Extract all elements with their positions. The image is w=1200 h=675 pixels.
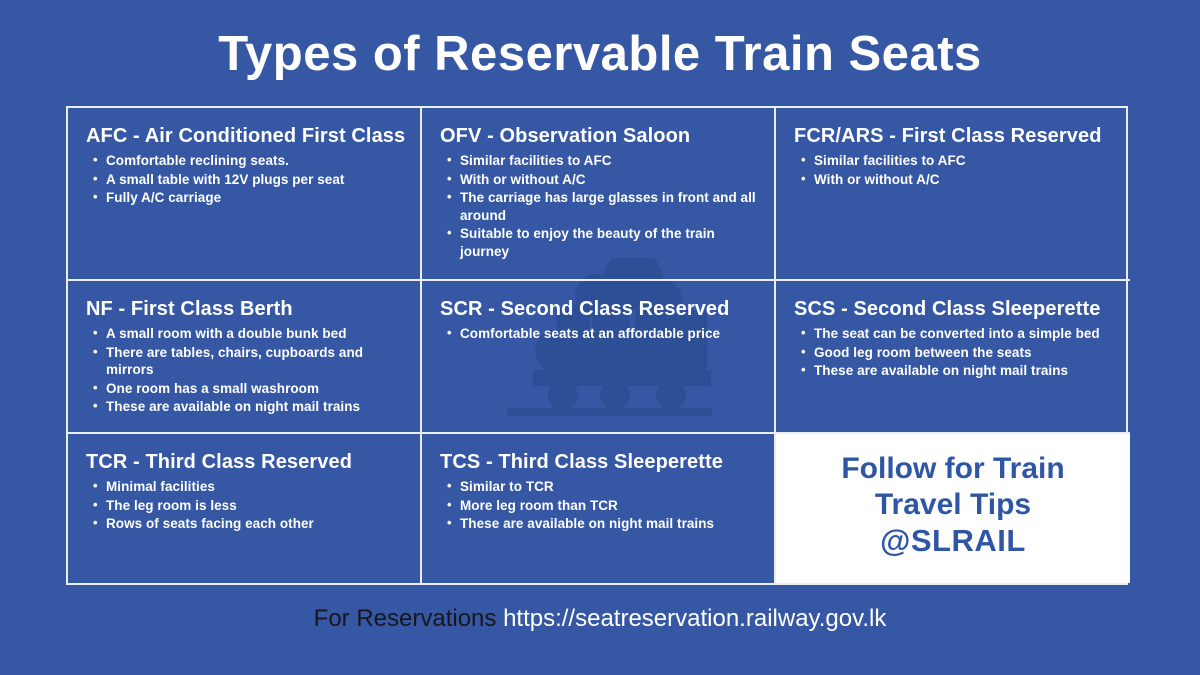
- list-item: Similar facilities to AFC: [440, 151, 760, 170]
- list-item: One room has a small washroom: [86, 379, 406, 398]
- list-item: With or without A/C: [794, 170, 1116, 189]
- seat-card-tcr[interactable]: TCR - Third Class Reserved Minimal facil…: [68, 434, 422, 583]
- seat-types-grid: AFC - Air Conditioned First Class Comfor…: [66, 106, 1130, 585]
- seat-card-scs[interactable]: SCS - Second Class Sleeperette The seat …: [776, 281, 1130, 434]
- list-item: There are tables, chairs, cupboards and …: [86, 343, 406, 379]
- seat-card-title: AFC - Air Conditioned First Class: [86, 125, 406, 147]
- seat-card-fcr-ars[interactable]: FCR/ARS - First Class Reserved Similar f…: [776, 108, 1130, 281]
- list-item: A small room with a double bunk bed: [86, 324, 406, 343]
- seat-card-ofv[interactable]: OFV - Observation Saloon Similar facilit…: [422, 108, 776, 281]
- cta-line-2: Travel Tips: [874, 487, 1032, 521]
- seat-card-afc[interactable]: AFC - Air Conditioned First Class Comfor…: [68, 108, 422, 281]
- list-item: The seat can be converted into a simple …: [794, 324, 1116, 343]
- seat-card-title: TCR - Third Class Reserved: [86, 451, 353, 473]
- reservation-url-link[interactable]: https://seatreservation.railway.gov.lk: [503, 605, 887, 632]
- seat-card-feature-list: The seat can be converted into a simple …: [794, 324, 1116, 380]
- seat-card-feature-list: Comfortable reclining seats. A small tab…: [86, 151, 406, 207]
- seat-card-scr[interactable]: SCR - Second Class Reserved Comfortable …: [422, 281, 776, 434]
- seat-card-title: OFV - Observation Saloon: [440, 125, 691, 147]
- cta-line-1: Follow for Train: [841, 451, 1065, 485]
- seat-card-title: FCR/ARS - First Class Reserved: [794, 125, 1102, 147]
- seat-card-title: SCS - Second Class Sleeperette: [794, 298, 1101, 320]
- seat-card-tcs[interactable]: TCS - Third Class Sleeperette Similar to…: [422, 434, 776, 583]
- list-item: Comfortable seats at an affordable price: [440, 324, 760, 343]
- list-item: Fully A/C carriage: [86, 188, 406, 207]
- seat-card-feature-list: Minimal facilities The leg room is less …: [86, 477, 406, 533]
- cta-handle: @SLRAIL: [880, 522, 1026, 558]
- seat-card-nf[interactable]: NF - First Class Berth A small room with…: [68, 281, 422, 434]
- list-item: Good leg room between the seats: [794, 343, 1116, 362]
- list-item: These are available on night mail trains: [440, 514, 760, 533]
- seat-card-feature-list: Similar facilities to AFC With or withou…: [440, 151, 760, 260]
- list-item: These are available on night mail trains: [86, 397, 406, 416]
- footer-reservations: For Reservations https://seatreservation…: [0, 603, 1200, 635]
- list-item: More leg room than TCR: [440, 496, 760, 515]
- list-item: The carriage has large glasses in front …: [440, 188, 760, 224]
- seat-card-feature-list: Similar to TCR More leg room than TCR Th…: [440, 477, 760, 533]
- list-item: Minimal facilities: [86, 477, 406, 496]
- footer-label: For Reservations: [313, 605, 497, 632]
- list-item: The leg room is less: [86, 496, 406, 515]
- list-item: Suitable to enjoy the beauty of the trai…: [440, 224, 760, 260]
- seat-card-feature-list: A small room with a double bunk bed Ther…: [86, 324, 406, 416]
- seat-card-title: SCR - Second Class Reserved: [440, 298, 730, 320]
- page-title: Types of Reservable Train Seats: [218, 27, 982, 81]
- list-item: A small table with 12V plugs per seat: [86, 170, 406, 189]
- seat-card-title: TCS - Third Class Sleeperette: [440, 451, 723, 473]
- follow-cta-card[interactable]: Follow for Train Travel Tips @SLRAIL: [776, 434, 1130, 583]
- list-item: These are available on night mail trains: [794, 361, 1116, 380]
- seat-card-feature-list: Comfortable seats at an affordable price: [440, 324, 760, 343]
- list-item: Similar facilities to AFC: [794, 151, 1116, 170]
- list-item: Similar to TCR: [440, 477, 760, 496]
- list-item: Comfortable reclining seats.: [86, 151, 406, 170]
- seat-card-title: NF - First Class Berth: [86, 298, 293, 320]
- list-item: With or without A/C: [440, 170, 760, 189]
- list-item: Rows of seats facing each other: [86, 514, 406, 533]
- seat-card-feature-list: Similar facilities to AFC With or withou…: [794, 151, 1116, 189]
